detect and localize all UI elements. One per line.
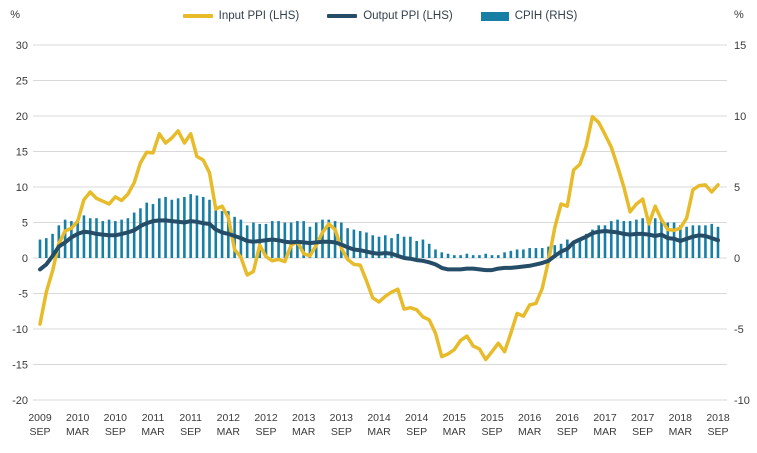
svg-text:30: 30 [16,40,28,52]
svg-text:MAR: MAR [443,426,467,438]
svg-text:SEP: SEP [481,426,502,438]
svg-text:2012: 2012 [254,412,278,424]
svg-text:-10: -10 [734,395,750,407]
svg-text:2011: 2011 [142,412,165,424]
svg-text:2016: 2016 [556,412,580,424]
svg-text:2014: 2014 [367,412,391,424]
svg-text:SEP: SEP [632,426,653,438]
input-ppi-line-series [38,114,720,362]
svg-text:-5: -5 [18,289,28,301]
svg-text:-5: -5 [734,324,744,336]
svg-text:2018: 2018 [706,412,730,424]
svg-text:2015: 2015 [480,412,504,424]
svg-text:SEP: SEP [29,426,50,438]
svg-text:SEP: SEP [707,426,728,438]
svg-text:2018: 2018 [669,412,693,424]
svg-text:%: % [734,9,744,21]
svg-text:-10: -10 [12,324,28,336]
legend-item-output-ppi: Output PPI (LHS) [327,10,453,22]
svg-text:0: 0 [22,253,28,265]
svg-text:2015: 2015 [443,412,467,424]
legend-item-cpih: CPIH (RHS) [480,10,578,22]
svg-text:MAR: MAR [593,426,617,438]
svg-text:25: 25 [16,76,28,88]
svg-text:2009: 2009 [28,412,52,424]
svg-text:MAR: MAR [217,426,241,438]
svg-text:20: 20 [16,111,28,123]
svg-text:10: 10 [734,111,746,123]
svg-text:10: 10 [16,182,28,194]
svg-text:5: 5 [22,218,28,230]
svg-text:2013: 2013 [292,412,316,424]
input-ppi-line-swatch-icon [182,14,213,18]
output-ppi-line-swatch-icon [327,14,358,18]
svg-text:15: 15 [734,40,746,52]
svg-text:SEP: SEP [180,426,201,438]
svg-text:2017: 2017 [631,412,655,424]
svg-text:2014: 2014 [405,412,429,424]
svg-text:-20: -20 [12,395,28,407]
svg-text:15: 15 [16,147,28,159]
svg-text:MAR: MAR [141,426,165,438]
svg-text:MAR: MAR [292,426,316,438]
legend-label-cpih: CPIH (RHS) [514,10,578,22]
svg-text:-15: -15 [12,360,28,372]
svg-text:SEP: SEP [255,426,276,438]
svg-text:2013: 2013 [330,412,354,424]
cpih-bar-swatch-icon [480,11,509,21]
svg-text:SEP: SEP [406,426,427,438]
svg-text:MAR: MAR [518,426,542,438]
svg-text:MAR: MAR [367,426,391,438]
svg-text:2017: 2017 [593,412,617,424]
svg-text:2016: 2016 [518,412,542,424]
svg-text:SEP: SEP [557,426,578,438]
svg-text:SEP: SEP [331,426,352,438]
svg-text:%: % [10,9,20,21]
svg-text:0: 0 [734,253,740,265]
svg-text:2010: 2010 [104,412,128,424]
svg-text:2010: 2010 [66,412,90,424]
svg-text:MAR: MAR [66,426,90,438]
legend-label-output-ppi: Output PPI (LHS) [363,10,453,22]
legend-label-input-ppi: Input PPI (LHS) [218,10,300,22]
svg-text:MAR: MAR [669,426,693,438]
chart-legend: Input PPI (LHS) Output PPI (LHS) CPIH (R… [33,10,727,22]
svg-text:SEP: SEP [105,426,126,438]
svg-text:5: 5 [734,182,740,194]
legend-item-input-ppi: Input PPI (LHS) [182,10,300,22]
svg-text:2011: 2011 [179,412,202,424]
output-ppi-line-series [38,218,720,273]
svg-text:2012: 2012 [217,412,241,424]
